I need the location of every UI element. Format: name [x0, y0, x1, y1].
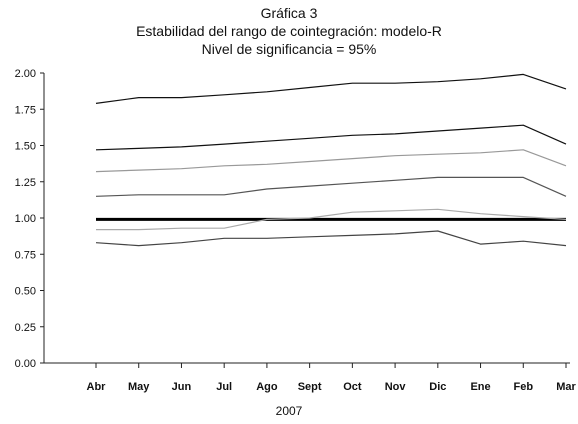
x-tick-label: May	[128, 381, 150, 393]
chart-title: Gráfica 3	[260, 5, 318, 21]
x-tick-label: Feb	[513, 381, 533, 393]
y-tick-label: 0.75	[15, 249, 36, 261]
series-line-4	[95, 176, 567, 197]
chart-subtitle-significance: Nivel de significancia = 95%	[201, 41, 377, 57]
x-axis-title: 2007	[275, 404, 303, 418]
y-tick-label: 1.50	[15, 141, 36, 153]
y-tick-label: 0.50	[15, 286, 36, 298]
series-line-2	[95, 124, 567, 151]
x-tick-label: Ago	[256, 381, 278, 393]
x-tick-label: Dic	[429, 381, 446, 393]
x-tick-label: Nov	[385, 381, 407, 393]
x-tick-label: Mar	[556, 381, 576, 393]
x-tick-label: Ene	[470, 381, 490, 393]
x-tick-label: Jul	[216, 381, 232, 393]
y-tick-label: 0.25	[15, 322, 36, 334]
y-tick-label: 1.00	[15, 213, 36, 225]
y-tick-label: 0.00	[15, 358, 36, 370]
y-tick-label: 1.75	[15, 104, 36, 116]
chart-titles: Gráfica 3 Estabilidad del rango de coint…	[0, 4, 578, 58]
x-tick-label: Sept	[298, 381, 322, 393]
series-line-3	[95, 149, 567, 173]
series-line-6	[96, 208, 567, 231]
series-line-7	[95, 230, 567, 247]
x-tick-label: Abr	[87, 381, 107, 393]
x-tick-label: Jun	[172, 381, 192, 393]
chart-subtitle: Estabilidad del rango de cointegración: …	[136, 23, 442, 39]
x-tick-label: Oct	[343, 381, 362, 393]
series-line-1	[95, 73, 567, 104]
y-tick-label: 1.25	[15, 177, 36, 189]
y-tick-label: 2.00	[15, 68, 36, 80]
